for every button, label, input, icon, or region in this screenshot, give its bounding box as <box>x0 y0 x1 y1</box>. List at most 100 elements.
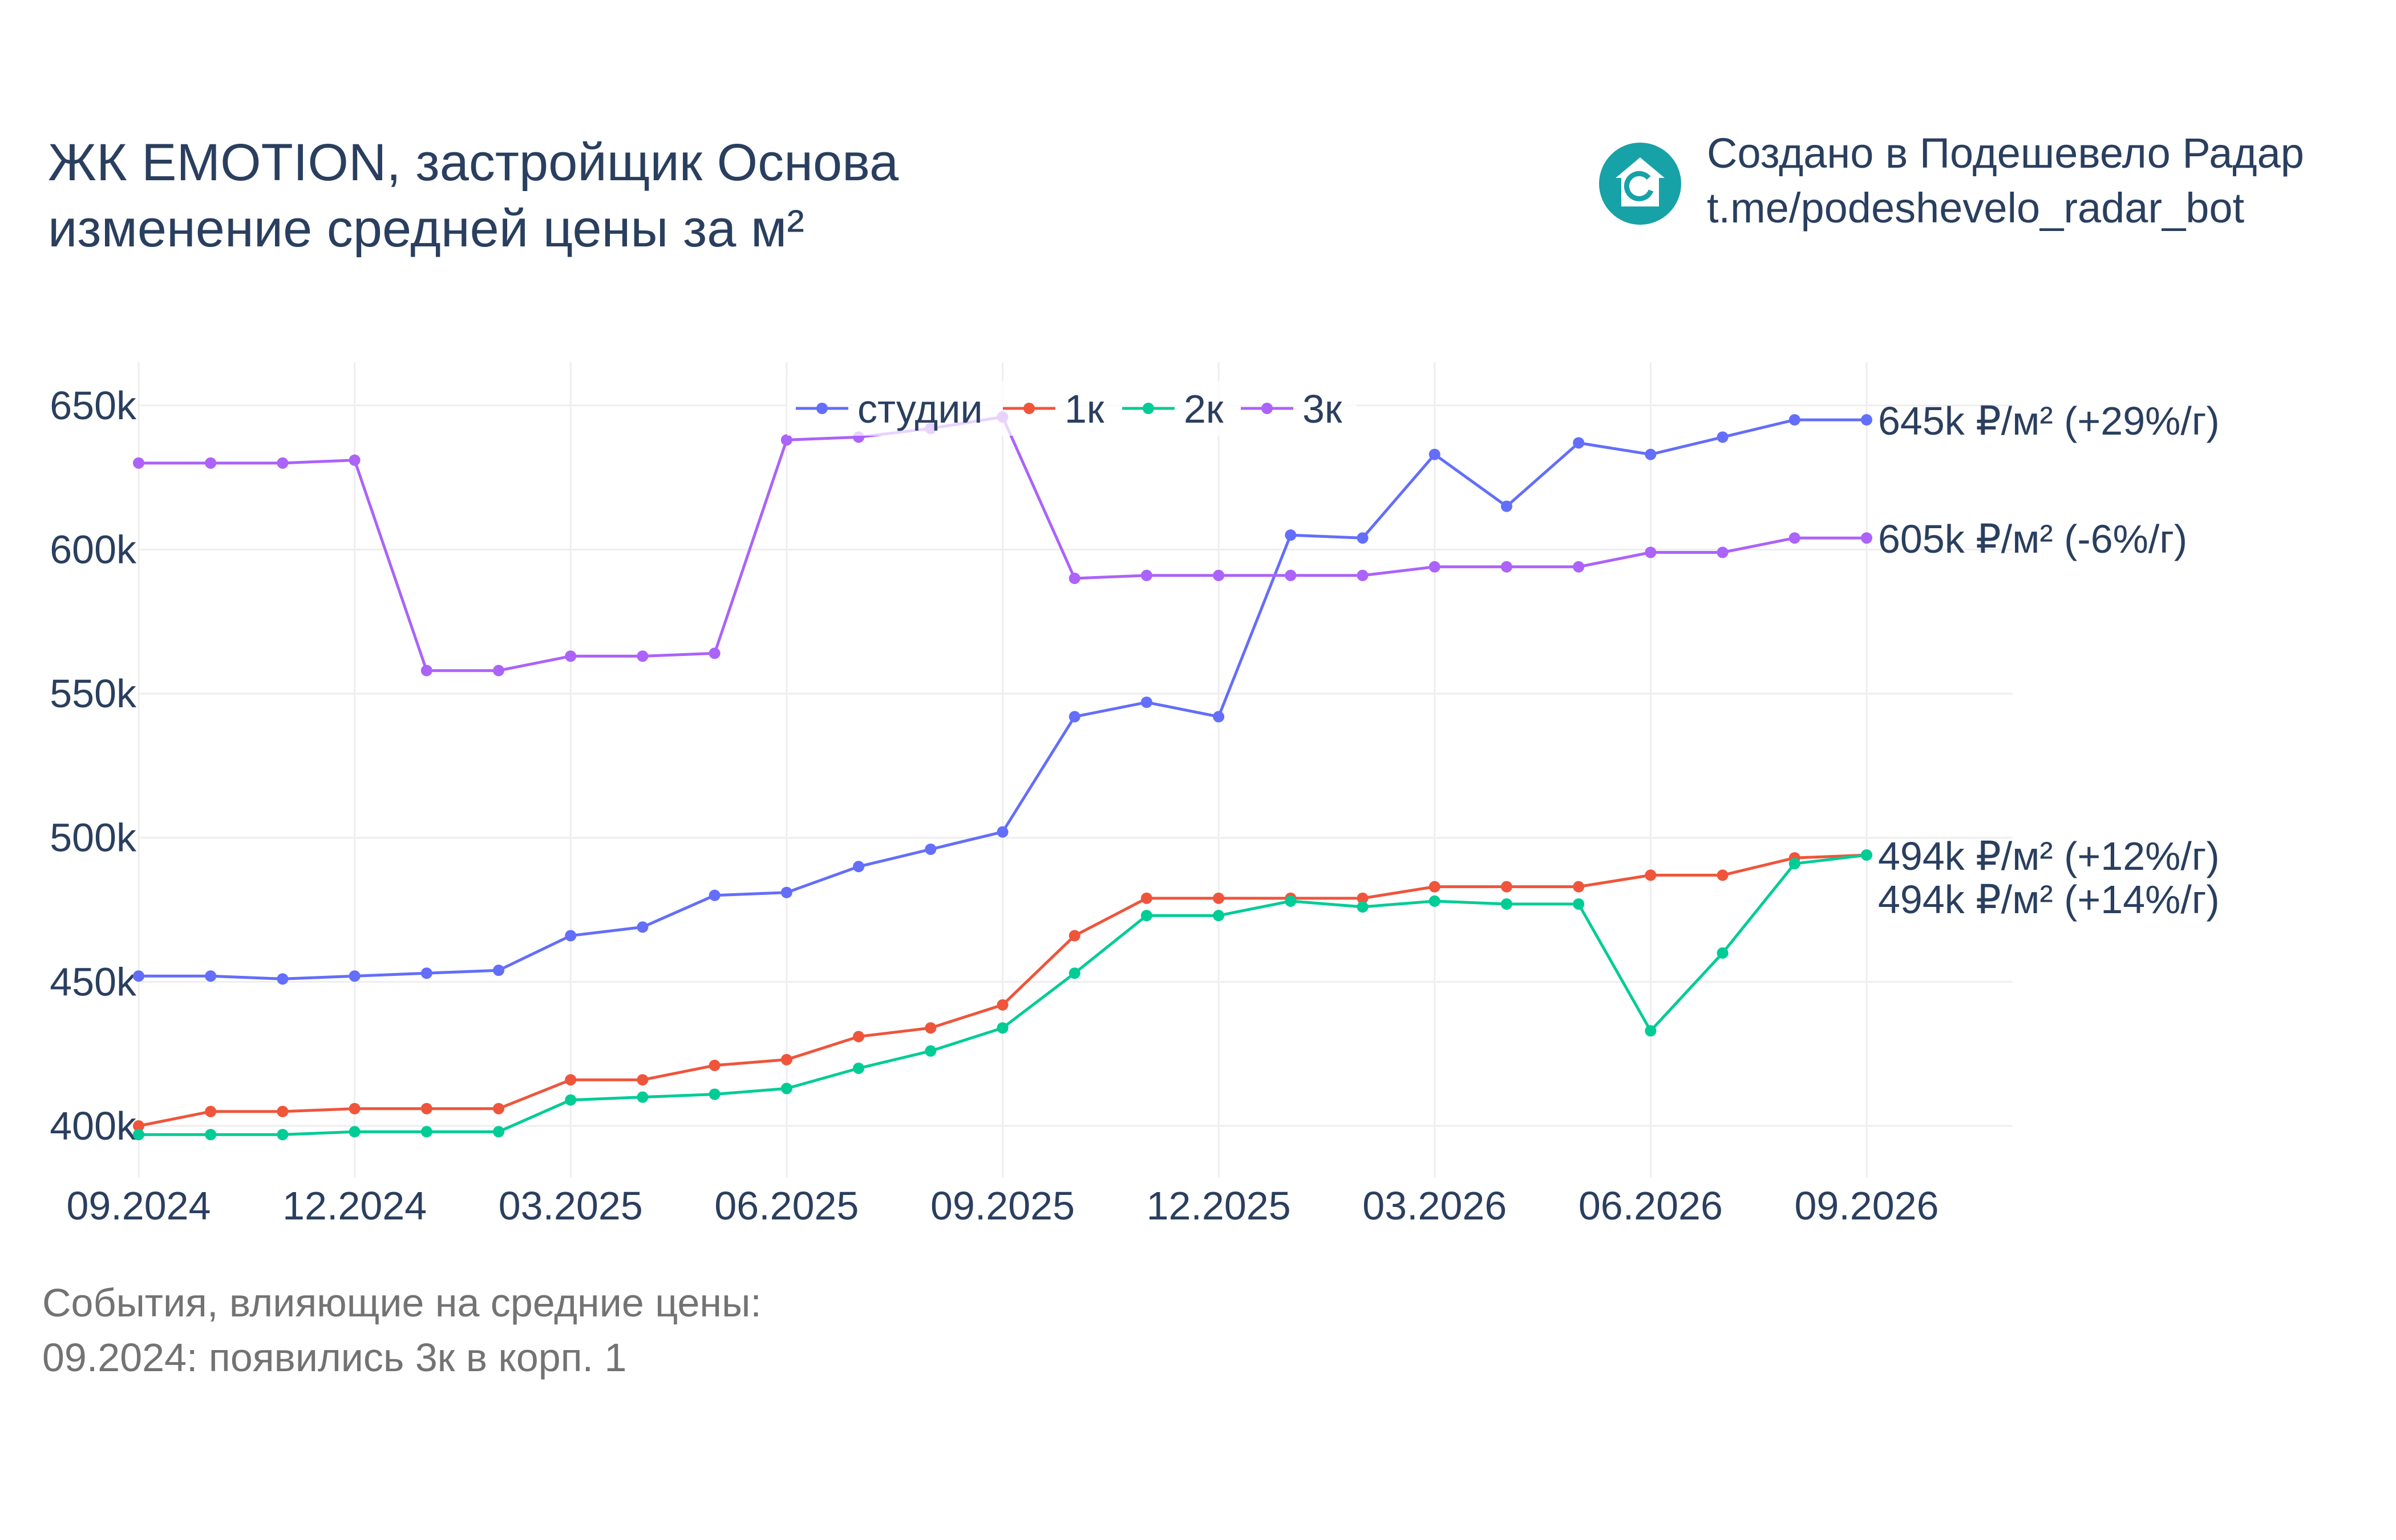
y-tick-label: 650k <box>50 383 137 428</box>
data-point <box>1213 892 1225 904</box>
data-point <box>1717 546 1729 558</box>
legend-label: 2к <box>1184 387 1224 431</box>
data-point <box>565 930 577 942</box>
data-point <box>1500 898 1512 910</box>
data-point <box>205 1105 217 1117</box>
data-point <box>493 964 505 976</box>
data-point <box>1645 869 1657 881</box>
data-point <box>277 973 289 985</box>
data-point <box>1500 881 1512 893</box>
brand-logo[interactable] <box>1599 143 1681 225</box>
y-tick-label: 550k <box>50 671 137 716</box>
end-label: 605k ₽/м² (-6%/г) <box>1878 517 2187 561</box>
data-point <box>1645 546 1657 558</box>
data-point <box>1861 849 1872 861</box>
data-point <box>1717 947 1729 959</box>
x-tick-label: 03.2026 <box>1362 1184 1507 1228</box>
end-label: 494k ₽/м² (+14%/г) <box>1878 877 2220 922</box>
data-point <box>1428 895 1440 907</box>
data-point <box>1861 414 1872 426</box>
data-point <box>709 647 721 659</box>
data-point <box>1573 561 1585 573</box>
data-point <box>1213 711 1225 723</box>
x-tick-label: 09.2024 <box>66 1184 211 1228</box>
data-point <box>1140 892 1152 904</box>
legend[interactable]: студии 1к 2к 3к <box>787 381 1357 436</box>
data-point <box>780 434 792 446</box>
data-point <box>133 457 144 469</box>
data-point <box>133 1120 144 1132</box>
refresh-arrow-shape <box>1624 171 1654 201</box>
legend-marker <box>1143 403 1154 414</box>
events-list: 09.2024: появились 3к в корп. 1 <box>42 1335 626 1380</box>
data-point <box>637 1074 649 1086</box>
legend-marker <box>1023 403 1035 414</box>
legend-label: 3к <box>1302 387 1342 431</box>
data-point <box>1788 858 1800 870</box>
data-point <box>1069 572 1080 584</box>
data-point <box>205 1129 217 1141</box>
x-tick-label: 06.2025 <box>714 1184 859 1228</box>
legend-item[interactable]: студии <box>796 387 983 431</box>
data-point <box>997 999 1009 1011</box>
data-point <box>1573 881 1585 893</box>
data-point <box>1357 532 1369 544</box>
data-point <box>1573 437 1585 449</box>
data-point <box>1428 881 1440 893</box>
data-point <box>1788 414 1800 426</box>
y-axis: 400k 450k 500k 550k 600k 650k <box>50 383 137 1148</box>
y-tick-label: 500k <box>50 816 137 860</box>
data-point <box>1500 561 1512 573</box>
data-point <box>420 664 432 676</box>
data-point <box>853 1031 865 1043</box>
data-point <box>853 1062 865 1074</box>
end-labels: 645k ₽/м² (+29%/г) 605k ₽/м² (-6%/г) 494k … <box>1878 399 2220 922</box>
legend-label: 1к <box>1065 387 1104 431</box>
data-point <box>205 970 217 982</box>
x-tick-label: 09.2026 <box>1794 1184 1938 1228</box>
legend-item[interactable]: 2к <box>1122 387 1224 431</box>
brand-line2[interactable]: t.me/podeshevelo_radar_bot <box>1707 184 2245 232</box>
data-point <box>1213 569 1225 581</box>
data-point <box>1788 532 1800 544</box>
data-point <box>709 1059 721 1071</box>
data-point <box>1645 448 1657 460</box>
data-point <box>1285 895 1297 907</box>
legend-item[interactable]: 1к <box>1003 387 1104 431</box>
data-point <box>420 1103 432 1115</box>
x-tick-label: 12.2025 <box>1147 1184 1291 1228</box>
end-label: 494k ₽/м² (+12%/г) <box>1878 834 2220 878</box>
data-point <box>1140 696 1152 708</box>
data-point <box>1357 569 1369 581</box>
data-point <box>1717 431 1729 443</box>
data-point <box>133 970 144 982</box>
data-point <box>1140 910 1152 922</box>
data-point <box>1285 569 1297 581</box>
data-point <box>709 889 721 901</box>
events-heading: События, влияющие на средние цены: <box>42 1280 762 1325</box>
data-point <box>1069 930 1080 942</box>
data-point <box>1573 898 1585 910</box>
x-tick-label: 12.2024 <box>282 1184 427 1228</box>
data-point <box>565 1094 577 1106</box>
data-point <box>780 1053 792 1065</box>
data-point <box>1140 569 1152 581</box>
chart-title-line1: ЖК EMOTION, застройщик Основа <box>48 133 899 192</box>
data-point <box>1428 561 1440 573</box>
data-point <box>565 1074 577 1086</box>
data-point <box>997 1022 1009 1034</box>
data-point <box>493 664 505 676</box>
legend-marker <box>816 403 828 414</box>
data-point <box>1717 869 1729 881</box>
data-point <box>493 1126 505 1138</box>
data-point <box>853 861 865 873</box>
legend-item[interactable]: 3к <box>1241 387 1342 431</box>
data-point <box>420 967 432 979</box>
series-3 <box>133 849 1872 1141</box>
data-point <box>1213 910 1225 922</box>
data-point <box>277 1105 289 1117</box>
data-point <box>349 970 361 982</box>
data-point <box>205 457 217 469</box>
data-point <box>637 650 649 662</box>
